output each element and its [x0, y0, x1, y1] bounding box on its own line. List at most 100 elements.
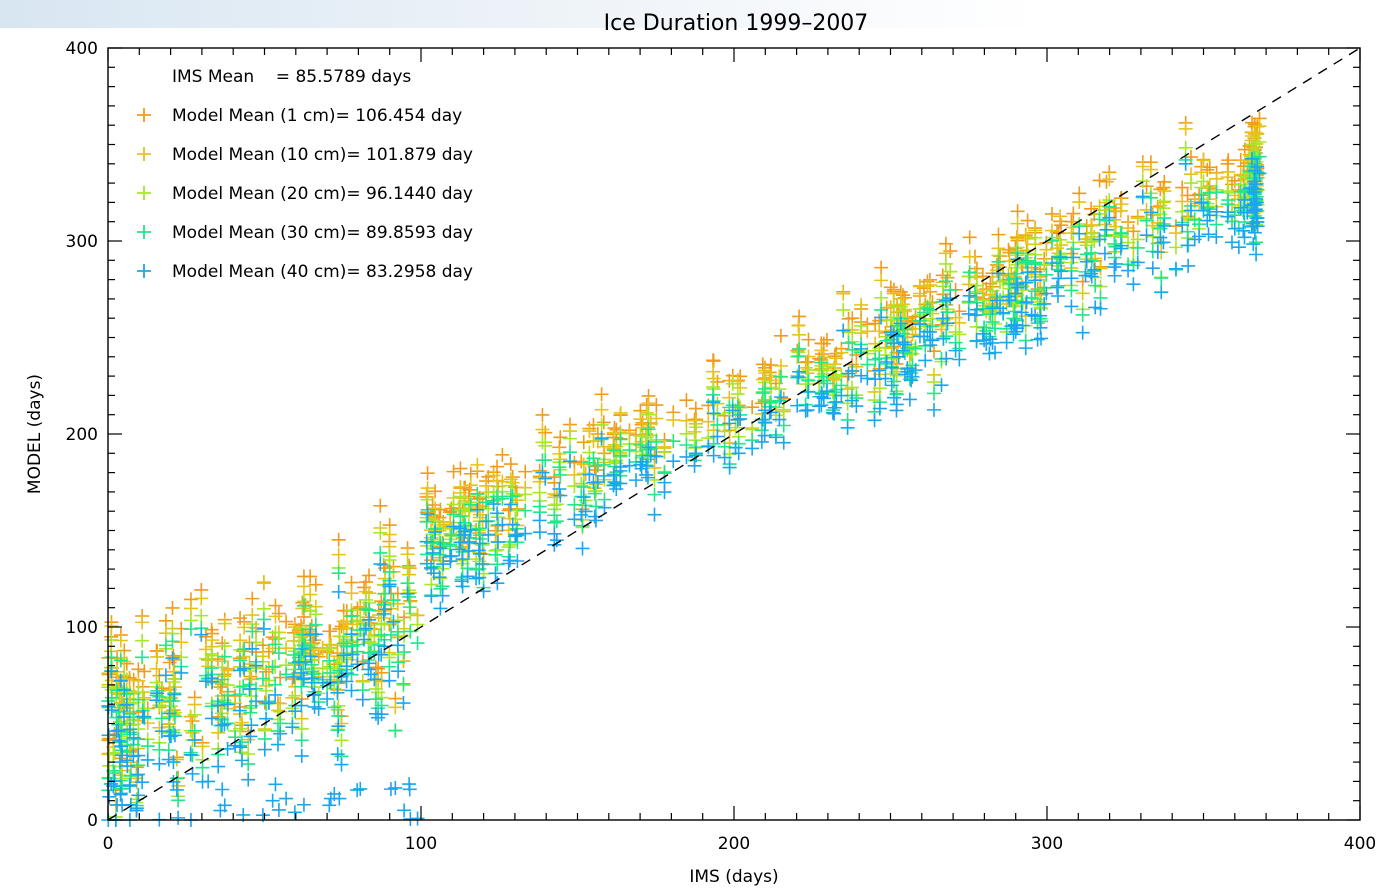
data-point [586, 451, 601, 466]
data-point [174, 635, 189, 650]
data-point [339, 646, 354, 661]
data-point [237, 620, 252, 635]
data-point [586, 475, 601, 490]
data-point [195, 739, 210, 754]
data-point [330, 747, 345, 762]
data-point [962, 230, 977, 245]
scatter-points [101, 111, 1267, 827]
data-point [232, 687, 247, 702]
data-point [679, 449, 694, 464]
data-point [303, 649, 318, 664]
data-point [152, 756, 167, 771]
data-point [641, 407, 656, 422]
data-point [244, 718, 259, 733]
data-point [303, 587, 318, 602]
data-point [1010, 204, 1025, 219]
data-point [242, 681, 257, 696]
data-point [968, 308, 983, 323]
data-point [934, 378, 949, 393]
data-point [1010, 216, 1025, 231]
data-point [307, 699, 322, 714]
data-point [444, 548, 459, 563]
legend-series-label: Model Mean (30 cm)= 89.8593 day [172, 223, 473, 243]
data-point [836, 323, 851, 338]
data-point [575, 518, 590, 533]
data-point [270, 724, 285, 739]
data-point [1202, 185, 1217, 200]
data-point [185, 766, 200, 781]
y-tick-label: 0 [87, 811, 98, 831]
data-point [113, 653, 128, 668]
data-point [113, 787, 128, 802]
identity-line [107, 47, 1361, 821]
data-point [1135, 159, 1150, 174]
data-point [1020, 253, 1035, 268]
data-point [234, 753, 249, 768]
data-point [402, 589, 417, 604]
data-point [814, 355, 829, 370]
data-point [518, 503, 533, 518]
data-point [1178, 140, 1193, 155]
data-point [388, 780, 403, 795]
data-point [152, 742, 167, 757]
data-point [1187, 232, 1202, 247]
data-point [666, 412, 681, 427]
data-point [481, 527, 496, 542]
data-point [1072, 226, 1087, 241]
data-point [1007, 304, 1022, 319]
data-point [470, 502, 485, 517]
y-axis-label: MODEL (days) [25, 374, 45, 494]
data-point [331, 532, 346, 547]
data-point [757, 403, 772, 418]
data-point [688, 401, 703, 416]
data-point [271, 606, 286, 621]
data-point [988, 345, 1003, 360]
data-point [285, 720, 300, 735]
data-point [334, 733, 349, 748]
data-point [1009, 321, 1024, 336]
data-point [1143, 162, 1158, 177]
data-point [320, 643, 335, 658]
data-point [217, 695, 232, 710]
data-point [362, 612, 377, 627]
data-point [495, 491, 510, 506]
data-point [1250, 159, 1265, 174]
data-point [131, 788, 146, 803]
data-point [722, 416, 737, 431]
data-point [205, 674, 220, 689]
data-point [1018, 255, 1033, 270]
data-point [1183, 176, 1198, 191]
data-point [538, 438, 553, 453]
data-point [962, 288, 977, 303]
data-point [814, 369, 829, 384]
data-point [165, 600, 180, 615]
data-point [455, 579, 470, 594]
data-point [419, 556, 434, 571]
data-point [217, 717, 232, 732]
data-point [205, 648, 220, 663]
data-point [588, 483, 603, 498]
data-point [104, 619, 119, 634]
data-point [1139, 213, 1154, 228]
data-point [1237, 192, 1252, 207]
data-point [1175, 180, 1190, 195]
data-point [1168, 226, 1183, 241]
data-point [1078, 232, 1093, 247]
data-point [1053, 209, 1068, 224]
data-point [344, 683, 359, 698]
data-point [1075, 274, 1090, 289]
data-point [1107, 268, 1122, 283]
data-point [382, 549, 397, 564]
data-point [586, 433, 601, 448]
data-point [215, 782, 230, 797]
axis-ticks: 0 100 200 300 400 0 100 200 300 400 [66, 39, 1377, 854]
data-point [279, 641, 294, 656]
data-point [236, 679, 251, 694]
data-point [886, 374, 901, 389]
data-point [1245, 115, 1260, 130]
data-point [893, 316, 908, 331]
data-point [993, 274, 1008, 289]
data-point [501, 556, 516, 571]
data-point [166, 774, 181, 789]
data-point [532, 525, 547, 540]
